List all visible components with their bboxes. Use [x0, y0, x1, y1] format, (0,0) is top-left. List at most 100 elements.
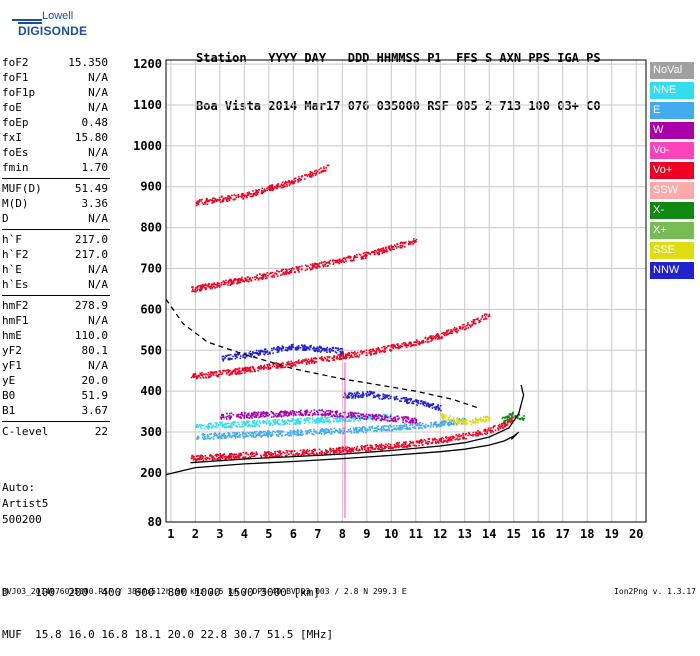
echo-point	[294, 454, 296, 456]
echo-point	[342, 356, 344, 358]
echo-point	[418, 343, 420, 346]
echo-point	[454, 421, 457, 424]
echo-point	[254, 423, 257, 425]
echo-point	[485, 433, 487, 436]
echo-point	[204, 286, 206, 289]
echo-point	[309, 268, 312, 271]
echo-point	[223, 357, 226, 360]
echo-point	[205, 459, 207, 461]
echo-point	[355, 352, 358, 355]
echo-point	[270, 434, 273, 437]
echo-point	[465, 423, 467, 425]
echo-point	[291, 362, 294, 364]
echo-point	[322, 419, 325, 421]
echo-point	[319, 429, 322, 432]
echo-point	[303, 349, 306, 351]
echo-point	[262, 420, 265, 422]
echo-point	[274, 450, 276, 453]
echo-point	[511, 419, 514, 422]
echo-point	[246, 421, 249, 423]
echo-point	[244, 194, 246, 197]
echo-point	[382, 249, 384, 251]
echo-point	[293, 429, 295, 432]
echo-point	[234, 432, 237, 435]
x-tick-label: 13	[458, 527, 472, 541]
echo-point	[281, 345, 284, 347]
echo-point	[214, 426, 216, 428]
echo-point	[488, 315, 491, 317]
echo-point	[285, 273, 288, 275]
echo-point	[207, 435, 210, 438]
echo-point	[373, 448, 376, 451]
echo-point	[338, 259, 341, 262]
param-row: foF1 N/A	[2, 71, 108, 85]
echo-point	[365, 445, 367, 447]
echo-point	[362, 255, 365, 258]
echo-point	[253, 411, 255, 414]
echo-point	[260, 455, 263, 458]
echo-point	[284, 412, 286, 415]
echo-point	[349, 411, 352, 414]
echo-point	[439, 422, 442, 425]
echo-point	[309, 171, 312, 173]
echo-point	[409, 399, 412, 402]
echo-point	[382, 447, 384, 450]
x-tick-label: 16	[531, 527, 545, 541]
echo-point	[217, 423, 220, 426]
echo-point	[409, 427, 411, 429]
echo-point	[355, 416, 358, 419]
echo-point	[397, 445, 400, 447]
echo-point	[267, 434, 269, 436]
echo-point	[401, 443, 403, 446]
echo-point	[311, 266, 314, 269]
param-row: foF2 15.350	[2, 56, 108, 70]
echo-point	[328, 412, 330, 415]
echo-point	[489, 430, 492, 432]
echo-point	[365, 418, 368, 421]
echo-point	[202, 455, 204, 458]
echo-point	[219, 435, 221, 438]
echo-point	[229, 434, 232, 437]
echo-point	[241, 276, 243, 279]
echo-point	[243, 280, 245, 283]
echo-point	[248, 352, 251, 355]
echo-point	[451, 332, 453, 335]
echo-point	[214, 454, 217, 457]
echo-point	[196, 457, 199, 460]
param-value: 278.9	[74, 299, 108, 312]
echo-point	[445, 419, 448, 422]
echo-point	[236, 368, 239, 370]
echo-point	[213, 286, 215, 288]
echo-point	[357, 414, 359, 417]
echo-point	[390, 429, 393, 432]
echo-point	[374, 249, 377, 252]
echo-point	[303, 344, 306, 346]
echo-point	[356, 256, 358, 258]
echo-point	[420, 342, 422, 344]
echo-point	[203, 434, 206, 436]
echo-point	[359, 429, 361, 431]
echo-point	[469, 326, 472, 328]
echo-point	[257, 354, 260, 356]
echo-point	[386, 418, 389, 420]
echo-point	[324, 265, 327, 267]
echo-point	[253, 425, 256, 428]
echo-point	[264, 274, 266, 277]
echo-point	[246, 368, 248, 370]
echo-point	[299, 178, 302, 180]
echo-point	[200, 427, 203, 430]
echo-point	[447, 422, 450, 424]
echo-point	[246, 366, 249, 369]
echo-point	[208, 426, 210, 428]
echo-point	[358, 392, 360, 395]
echo-point	[224, 426, 226, 429]
echo-point	[339, 429, 341, 431]
echo-point	[407, 402, 409, 404]
echo-point	[303, 452, 306, 454]
echo-point	[379, 350, 382, 352]
echo-point	[285, 270, 288, 272]
echo-point	[455, 328, 458, 331]
echo-point	[215, 433, 218, 436]
echo-point	[393, 244, 396, 246]
echo-point	[316, 432, 318, 434]
